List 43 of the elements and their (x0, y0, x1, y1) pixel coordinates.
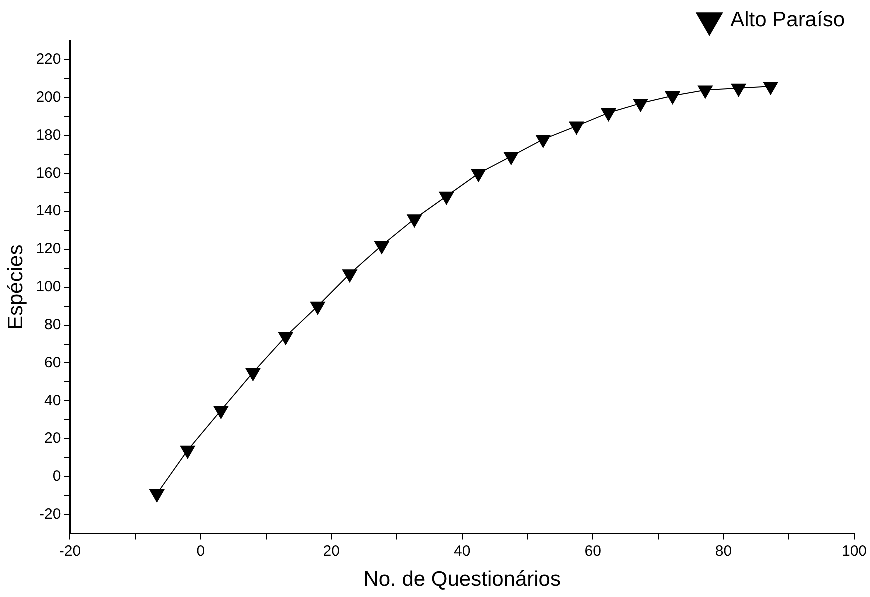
point (536, 135, 551, 148)
point (342, 270, 358, 283)
y-tick-label: 200 (36, 89, 62, 106)
y-tick-label: 160 (36, 164, 62, 182)
point (374, 241, 390, 254)
x-tick-label: 20 (323, 542, 340, 560)
point (633, 99, 648, 112)
point (214, 406, 229, 420)
y-tick-label: 60 (44, 354, 62, 372)
legend-label: Alto Paraíso (730, 8, 846, 32)
point (665, 91, 680, 104)
x-tick-label: 80 (715, 542, 732, 560)
y-tick-label: 40 (44, 392, 62, 410)
point (246, 368, 261, 382)
point (763, 82, 778, 95)
y-tick-label: 120 (36, 240, 62, 258)
point (150, 489, 165, 502)
y-tick-label: 140 (36, 202, 62, 220)
x-tick-label: 60 (584, 542, 602, 560)
point (698, 86, 713, 99)
point (601, 108, 616, 122)
y-axis-title: Espécies (4, 244, 28, 330)
point (504, 152, 519, 166)
x-tick-label: 0 (196, 542, 206, 560)
y-tick-label: 0 (52, 468, 62, 486)
point (731, 84, 746, 97)
y-tick-label: 80 (44, 316, 62, 334)
point (569, 122, 584, 135)
point (471, 169, 486, 182)
y-tick-label: 20 (44, 430, 62, 448)
x-tick-label: 40 (454, 542, 471, 560)
y-tick-label: 100 (36, 278, 62, 296)
x-tick-label: 100 (842, 542, 867, 560)
x-tick-label: -20 (59, 542, 82, 560)
point (310, 302, 326, 315)
point (278, 332, 294, 346)
point (407, 214, 422, 228)
y-tick-label: -20 (40, 506, 62, 523)
y-tick-label: 180 (36, 126, 62, 144)
x-axis-title: No. de Questionários (364, 568, 561, 592)
y-tick-label: 220 (36, 51, 62, 68)
point (180, 446, 196, 459)
point (439, 192, 454, 205)
